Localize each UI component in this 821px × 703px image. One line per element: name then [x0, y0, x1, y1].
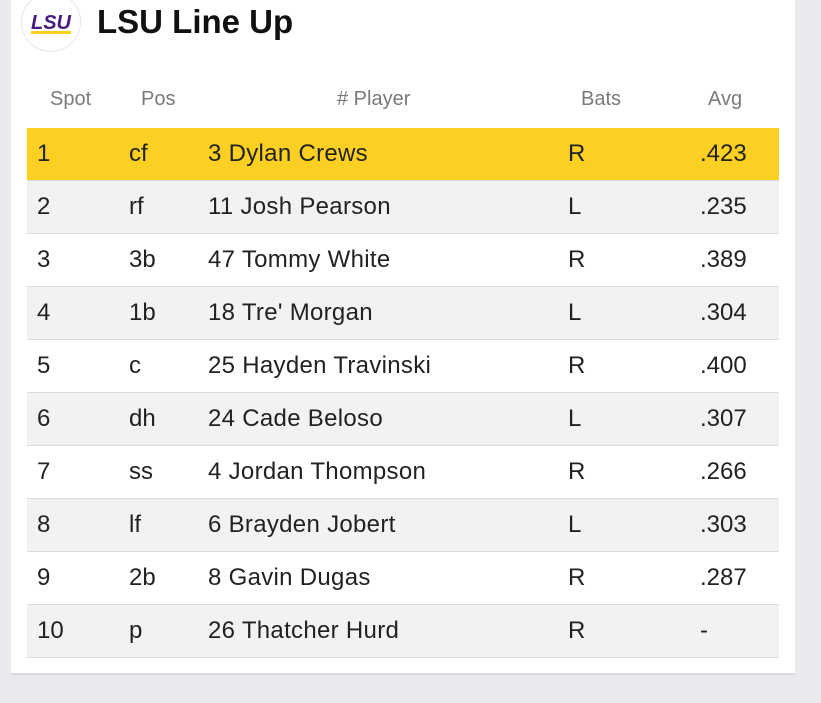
cell-pos: 1b [129, 299, 156, 326]
cell-spot: 6 [37, 405, 51, 432]
cell-spot: 3 [37, 246, 51, 273]
logo-text: LSU [31, 12, 72, 34]
page-title: LSU Line Up [97, 3, 294, 40]
cell-avg: .307 [700, 405, 747, 432]
cell-avg: .266 [700, 458, 747, 485]
cell-bats: L [568, 193, 582, 220]
cell-avg: .400 [700, 352, 747, 379]
cell-player: 24 Cade Beloso [208, 405, 383, 432]
cell-pos: p [129, 617, 143, 644]
cell-player: 47 Tommy White [208, 246, 391, 273]
cell-spot: 5 [37, 352, 51, 379]
table-row[interactable]: 1 cf 3 Dylan Crews R .423 [27, 128, 779, 181]
cell-avg: .235 [700, 193, 747, 220]
cell-bats: R [568, 352, 586, 379]
cell-pos: c [129, 352, 141, 379]
table-row[interactable]: 9 2b 8 Gavin Dugas R .287 [27, 552, 779, 605]
cell-spot: 9 [37, 564, 51, 591]
cell-spot: 8 [37, 511, 51, 538]
cell-spot: 7 [37, 458, 51, 485]
table-row[interactable]: 3 3b 47 Tommy White R .389 [27, 234, 779, 287]
cell-player: 18 Tre' Morgan [208, 299, 373, 326]
cell-player: 3 Dylan Crews [208, 140, 368, 167]
table-row[interactable]: 8 lf 6 Brayden Jobert L .303 [27, 499, 779, 552]
cell-bats: R [568, 140, 586, 167]
cell-bats: R [568, 617, 586, 644]
column-header-bats: Bats [581, 88, 622, 110]
cell-spot: 2 [37, 193, 51, 220]
cell-pos: 3b [129, 246, 156, 273]
cell-avg: - [700, 617, 708, 644]
cell-pos: 2b [129, 564, 156, 591]
cell-avg: .304 [700, 299, 747, 326]
table-row[interactable]: 2 rf 11 Josh Pearson L .235 [27, 181, 779, 234]
cell-pos: ss [129, 458, 153, 485]
cell-avg: .287 [700, 564, 747, 591]
cell-bats: L [568, 299, 582, 326]
table-row[interactable]: 4 1b 18 Tre' Morgan L .304 [27, 287, 779, 340]
cell-player: 26 Thatcher Hurd [208, 617, 400, 644]
cell-player: 8 Gavin Dugas [208, 564, 371, 591]
lsu-logo-icon: LSU [21, 0, 81, 52]
cell-bats: R [568, 458, 586, 485]
cell-player: 11 Josh Pearson [208, 193, 391, 220]
table-header: Spot Pos # Player Bats Avg [27, 88, 779, 118]
column-header-pos: Pos [141, 88, 176, 110]
cell-pos: dh [129, 405, 156, 432]
card-shadow-edge [11, 673, 795, 675]
column-header-avg: Avg [708, 88, 743, 110]
column-header-player: # Player [337, 88, 411, 110]
cell-avg: .303 [700, 511, 747, 538]
cell-bats: R [568, 564, 586, 591]
cell-pos: lf [129, 511, 141, 538]
table-row[interactable]: 10 p 26 Thatcher Hurd R - [27, 605, 779, 658]
cell-player: 6 Brayden Jobert [208, 511, 396, 538]
cell-avg: .423 [700, 140, 747, 167]
card-header: LSU LSU Line Up [11, 0, 795, 56]
lineup-table-body: 1 cf 3 Dylan Crews R .423 2 rf 11 Josh P… [27, 128, 779, 658]
cell-spot: 10 [37, 617, 64, 644]
cell-bats: L [568, 511, 582, 538]
cell-spot: 1 [37, 140, 51, 167]
cell-bats: R [568, 246, 586, 273]
table-row[interactable]: 7 ss 4 Jordan Thompson R .266 [27, 446, 779, 499]
cell-avg: .389 [700, 246, 747, 273]
cell-player: 4 Jordan Thompson [208, 458, 427, 485]
cell-pos: cf [129, 140, 148, 167]
table-row[interactable]: 6 dh 24 Cade Beloso L .307 [27, 393, 779, 446]
cell-pos: rf [129, 193, 144, 220]
table-row[interactable]: 5 c 25 Hayden Travinski R .400 [27, 340, 779, 393]
lineup-card: LSU LSU Line Up Spot Pos # Player Bats A… [11, 0, 795, 674]
column-header-spot: Spot [50, 88, 92, 110]
cell-bats: L [568, 405, 582, 432]
cell-spot: 4 [37, 299, 51, 326]
cell-player: 25 Hayden Travinski [208, 352, 432, 379]
